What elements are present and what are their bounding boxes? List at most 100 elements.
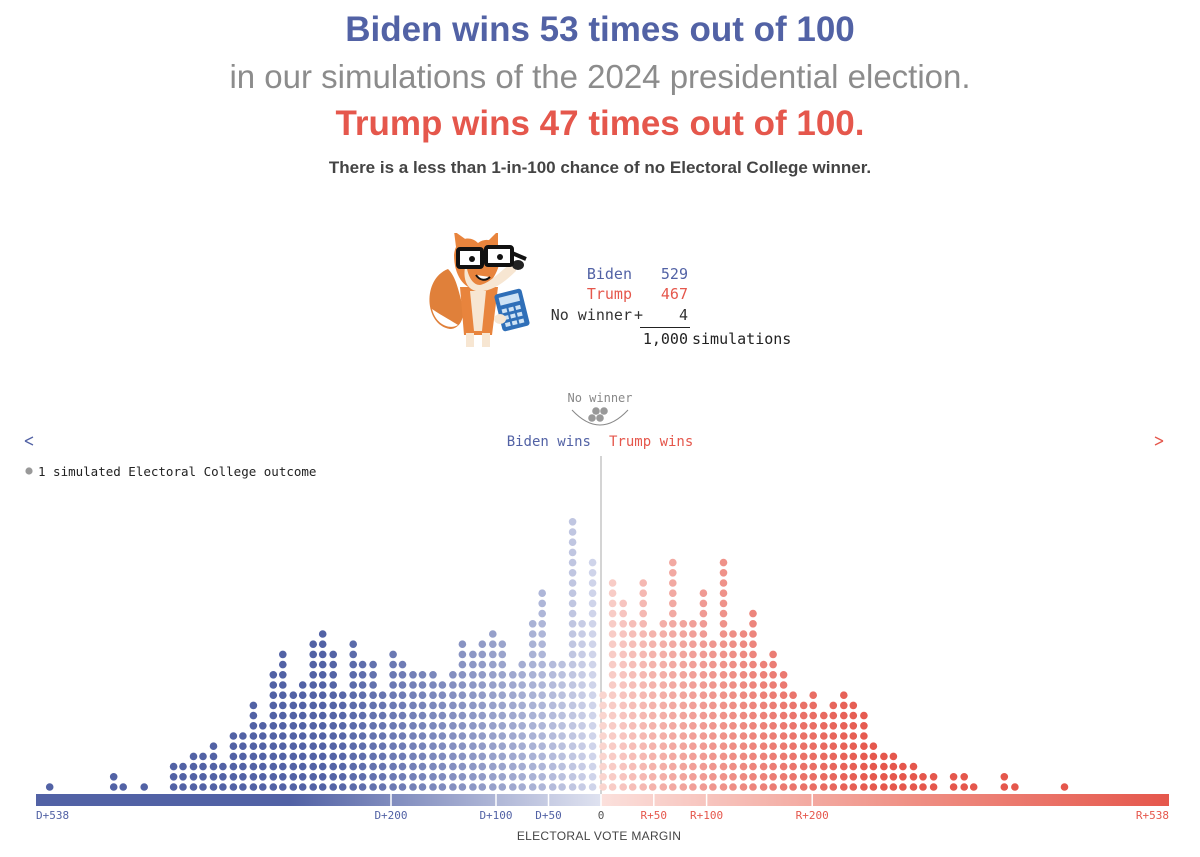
outcome-dot bbox=[318, 660, 327, 669]
outcome-dot bbox=[739, 732, 748, 740]
outcome-dot bbox=[578, 640, 586, 648]
outcome-dot bbox=[538, 762, 546, 771]
outcome-dot bbox=[648, 630, 657, 638]
outcome-dot bbox=[259, 783, 267, 791]
outcome-dot bbox=[689, 650, 697, 659]
outcome-dot bbox=[338, 742, 347, 750]
outcome-dot bbox=[358, 701, 367, 710]
outcome-dot bbox=[568, 732, 577, 740]
outcome-dot bbox=[338, 691, 347, 699]
outcome-dot bbox=[568, 640, 577, 648]
outcome-dot bbox=[599, 783, 607, 791]
outcome-dot bbox=[588, 722, 597, 730]
outcome-dot bbox=[458, 701, 467, 710]
outcome-dot bbox=[588, 773, 597, 781]
outcome-dot bbox=[709, 783, 717, 791]
outcome-dot bbox=[960, 773, 968, 781]
outcome-dot bbox=[398, 691, 407, 699]
outcome-dot bbox=[429, 681, 437, 689]
outcome-dot bbox=[648, 681, 657, 689]
outcome-dot bbox=[279, 681, 287, 689]
outcome-dot bbox=[769, 742, 777, 750]
outcome-dot bbox=[809, 762, 817, 771]
outcome-dot bbox=[558, 660, 566, 669]
outcome-dot bbox=[548, 762, 557, 771]
outcome-dot bbox=[889, 783, 898, 791]
outcome-dot bbox=[820, 773, 828, 781]
outcome-dot bbox=[229, 773, 238, 781]
outcome-dot bbox=[309, 711, 318, 720]
outcome-dot bbox=[538, 742, 546, 750]
outcome-dot bbox=[689, 762, 697, 771]
outcome-dot bbox=[719, 783, 728, 791]
outcome-dot bbox=[669, 732, 677, 740]
outcome-dot bbox=[749, 630, 757, 638]
outcome-dot bbox=[279, 722, 287, 730]
outcome-dot bbox=[709, 722, 717, 730]
outcome-dot bbox=[458, 773, 467, 781]
outcome-dot bbox=[679, 630, 688, 638]
outcome-dot bbox=[608, 630, 617, 638]
outcome-dot bbox=[799, 732, 808, 740]
outcome-dot bbox=[568, 518, 577, 526]
outcome-dot bbox=[489, 691, 497, 699]
outcome-dot bbox=[719, 650, 728, 659]
outcome-dot bbox=[318, 691, 327, 699]
outcome-dot bbox=[449, 691, 457, 699]
outcome-dot bbox=[739, 783, 748, 791]
outcome-dot bbox=[869, 773, 878, 781]
outcome-dot bbox=[568, 660, 577, 669]
outcome-dot bbox=[558, 711, 566, 720]
outcome-dot bbox=[338, 732, 347, 740]
outcome-dot bbox=[169, 773, 178, 781]
outcome-dot bbox=[329, 742, 338, 750]
outcome-dot bbox=[429, 783, 437, 791]
outcome-dot bbox=[588, 589, 597, 597]
outcome-dot bbox=[498, 671, 507, 679]
outcome-dot bbox=[318, 722, 327, 730]
outcome-dot bbox=[628, 762, 637, 771]
outcome-dot bbox=[528, 691, 537, 699]
outcome-dot bbox=[729, 630, 737, 638]
outcome-dot bbox=[298, 732, 307, 740]
outcome-dot bbox=[669, 630, 677, 638]
outcome-dot bbox=[378, 783, 387, 791]
outcome-dot bbox=[639, 599, 647, 608]
outcome-dot bbox=[249, 773, 258, 781]
outcome-dot bbox=[558, 762, 566, 771]
outcome-dot bbox=[849, 783, 858, 791]
outcome-dot bbox=[829, 701, 838, 710]
outcome-dot bbox=[759, 711, 768, 720]
outcome-dot bbox=[489, 681, 497, 689]
outcome-dot bbox=[628, 773, 637, 781]
outcome-dot bbox=[509, 762, 517, 771]
outcome-dot bbox=[349, 650, 358, 659]
outcome-dot bbox=[429, 762, 437, 771]
outcome-dot bbox=[849, 773, 858, 781]
outcome-dot bbox=[608, 609, 617, 618]
outcome-dot bbox=[578, 711, 586, 720]
outcome-dot bbox=[659, 691, 668, 699]
outcome-dot bbox=[398, 742, 407, 750]
tally-plus-sign: + bbox=[634, 306, 644, 324]
outcome-dot bbox=[789, 711, 797, 720]
outcome-dot bbox=[349, 752, 358, 761]
outcome-dot bbox=[318, 773, 327, 781]
outcome-dot bbox=[518, 701, 526, 710]
outcome-dot bbox=[528, 630, 537, 638]
outcome-dot bbox=[429, 742, 437, 750]
outcome-dot bbox=[528, 742, 537, 750]
outcome-dot bbox=[358, 660, 367, 669]
outcome-dot bbox=[369, 762, 377, 771]
outcome-dot bbox=[648, 752, 657, 761]
outcome-dot bbox=[298, 711, 307, 720]
outcome-dot bbox=[528, 722, 537, 730]
outcome-dot bbox=[779, 732, 788, 740]
outcome-dot bbox=[659, 620, 668, 628]
outcome-dot bbox=[338, 783, 347, 791]
outcome-dot bbox=[269, 681, 278, 689]
outcome-dot bbox=[518, 711, 526, 720]
outcome-dot bbox=[329, 783, 338, 791]
outcome-dot bbox=[449, 732, 457, 740]
